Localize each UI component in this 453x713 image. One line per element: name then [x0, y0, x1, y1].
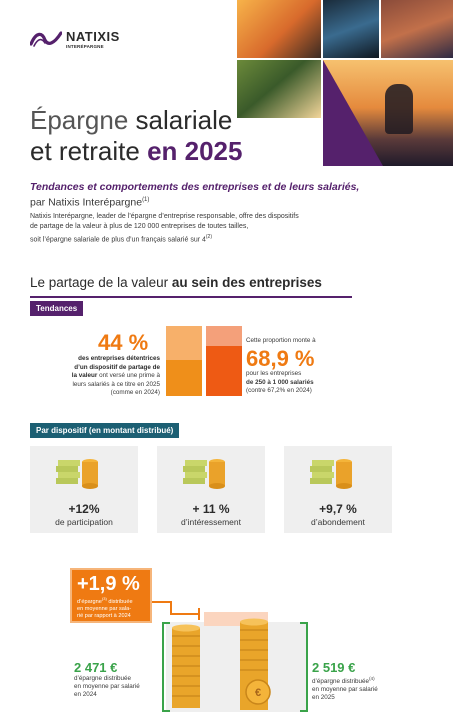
- page-title: Épargne salariale et retraite en 2025: [30, 105, 243, 166]
- natixis-wave-icon: [30, 31, 62, 47]
- coin-stack-2024-icon: [172, 624, 200, 708]
- money-coins-icon: [310, 459, 352, 489]
- callout-connector: [152, 601, 172, 613]
- bar-68-9-percent: [206, 346, 242, 396]
- photo-turbine: [323, 0, 379, 58]
- tag-trends: Tendances: [30, 301, 84, 316]
- trend-left-value: 44 %: [98, 330, 149, 355]
- brand-name: NATIXIS: [66, 29, 120, 44]
- amount-2024-value: 2 471 €: [74, 660, 118, 675]
- photo-outdoor: [237, 60, 321, 118]
- growth-desc: d’épargne(3) distribuée en moyenne par s…: [77, 596, 133, 619]
- trend-right-intro: Cette proportion monte à: [246, 337, 316, 344]
- trend-left-desc: des entreprises détentrices d’un disposi…: [71, 355, 160, 396]
- section-heading: Le partage de la valeur au sein des entr…: [30, 275, 322, 290]
- money-coins-icon: [183, 459, 225, 489]
- trend-right-desc: pour les entreprises de 250 à 1 000 sala…: [246, 370, 314, 394]
- coin-stack-2025-icon: €: [240, 618, 271, 710]
- amount-2024-desc: d’épargne distribuée en moyenne par sala…: [74, 675, 140, 698]
- section-divider: [30, 296, 352, 298]
- card-abondement-label: d’abondement: [311, 517, 365, 527]
- card-interessement: + 11 % d’intéressement: [157, 446, 265, 533]
- card-participation-value: +12%: [68, 502, 100, 516]
- callout-connector: [170, 613, 198, 615]
- natixis-logo: NATIXIS INTERÉPARGNE: [30, 30, 120, 50]
- bracket-cap: [162, 622, 170, 624]
- photo-collage: [237, 0, 453, 166]
- growth-value: +1,9 %: [77, 573, 140, 595]
- money-coins-icon: [56, 459, 98, 489]
- photo-family: [237, 0, 321, 58]
- svg-text:€: €: [255, 687, 261, 699]
- card-participation-label: de participation: [55, 517, 113, 527]
- intro-paragraph: Natixis Interépargne, leader de l’épargn…: [30, 213, 299, 244]
- growth-callout: +1,9 % d’épargne(3) distribuée en moyenn…: [70, 568, 152, 623]
- card-participation: +12% de participation: [30, 446, 138, 533]
- trend-right-value: 68,9 %: [246, 346, 315, 371]
- bracket-2025: [306, 622, 308, 712]
- tag-by-device: Par dispositif (en montant distribué): [30, 423, 180, 438]
- callout-connector: [198, 608, 200, 620]
- bracket-2024: [162, 622, 164, 712]
- brand-sub: INTERÉPARGNE: [66, 44, 104, 49]
- photo-runner: [323, 60, 453, 166]
- card-abondement-value: +9,7 %: [319, 502, 357, 516]
- card-interessement-label: d’intéressement: [180, 517, 241, 527]
- amount-2025-value: 2 519 €: [312, 660, 356, 675]
- photo-workshop: [381, 0, 453, 58]
- subtitle-by: par Natixis Interépargne: [30, 196, 143, 209]
- bracket-cap: [300, 710, 308, 712]
- bar-44-percent: [166, 360, 202, 396]
- subtitle: Tendances et comportements des entrepris…: [30, 181, 360, 209]
- subtitle-italic: Tendances et comportements des entrepris…: [30, 181, 360, 193]
- card-abondement: +9,7 % d’abondement: [284, 446, 392, 533]
- bracket-cap: [300, 622, 308, 624]
- bracket-cap: [162, 710, 170, 712]
- card-interessement-value: + 11 %: [192, 502, 230, 516]
- amount-2025-desc: d’épargne distribuée(4) en moyenne par s…: [312, 676, 378, 702]
